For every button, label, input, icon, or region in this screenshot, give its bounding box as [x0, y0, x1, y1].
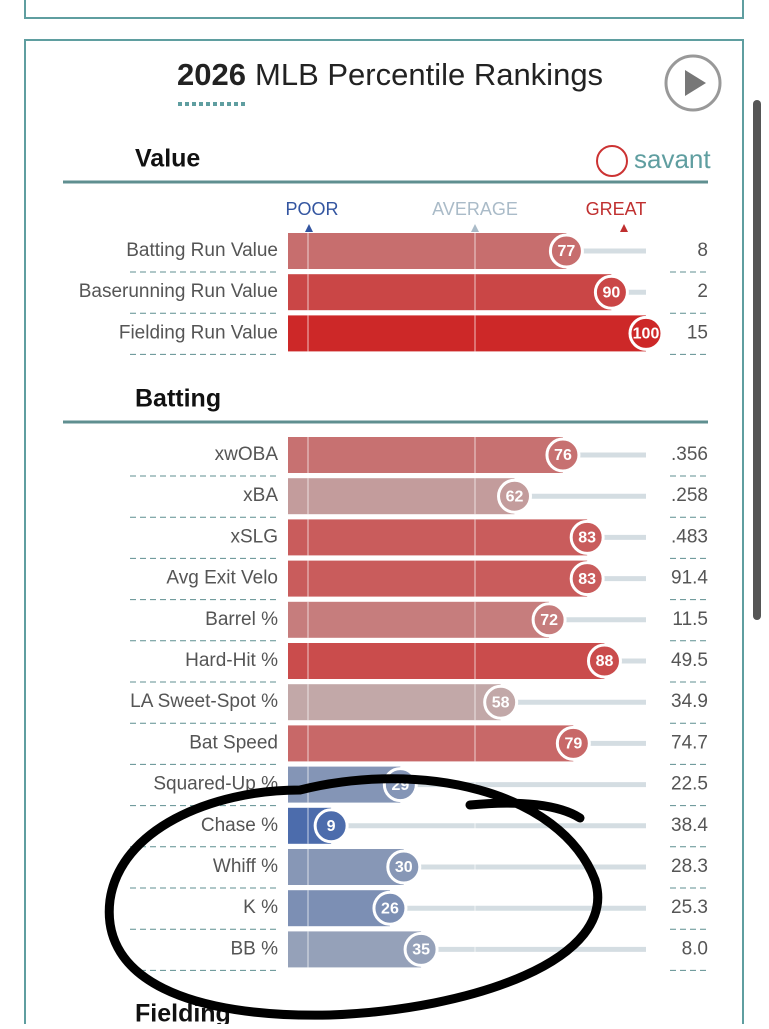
percentile-label: 58	[492, 694, 510, 711]
metric-label: Baserunning Run Value	[79, 281, 278, 302]
percentile-label: 72	[540, 612, 558, 629]
average-label: AVERAGE	[432, 199, 518, 219]
metric-label: BB %	[230, 938, 278, 959]
card	[24, 39, 744, 1029]
percentile-label: 26	[381, 900, 399, 917]
previous-card	[24, 0, 744, 19]
percentile-label: 100	[633, 326, 660, 343]
metric-label: Squared-Up %	[153, 774, 278, 795]
percentile-label: 30	[395, 859, 413, 876]
metric-value: 28.3	[671, 856, 708, 877]
metric-label: Fielding Run Value	[119, 322, 278, 343]
percentile-bar	[288, 315, 646, 352]
percentile-label: 83	[578, 571, 596, 588]
percentile-label: 62	[506, 488, 524, 505]
percentile-circle	[531, 602, 567, 638]
percentile-label: 9	[327, 818, 336, 835]
percentile-circle	[313, 808, 349, 844]
metric-label: Chase %	[201, 815, 278, 836]
title-text: MLB Percentile Rankings	[255, 57, 603, 92]
metric-label: xSLG	[230, 526, 278, 547]
percentile-circle	[628, 315, 664, 351]
percentile-circle	[545, 437, 581, 473]
percentile-bar	[288, 233, 567, 269]
percentile-label: 88	[596, 653, 614, 670]
metric-value: 15	[687, 322, 708, 343]
percentile-bar	[288, 931, 422, 968]
metric-label: xwOBA	[215, 444, 279, 465]
percentile-circle	[569, 561, 605, 597]
percentile-bar	[288, 643, 605, 679]
percentile-bar	[288, 725, 574, 762]
rows: Value Batting Run Value 8 77 Baserunning Run…	[63, 145, 708, 1028]
section-title: Value	[135, 145, 200, 173]
great-label: GREAT	[586, 199, 647, 219]
percentile-label: 77	[558, 243, 576, 260]
metric-value: 2	[697, 281, 708, 302]
metric-value: 25.3	[671, 897, 708, 918]
savant-ball	[596, 145, 628, 177]
percentile-bar	[288, 478, 515, 515]
metric-label: Avg Exit Velo	[166, 568, 278, 589]
metric-value: 8.0	[682, 938, 708, 959]
average-marker	[471, 224, 479, 232]
metric-label: K %	[243, 897, 278, 918]
percentile-circle	[403, 931, 439, 967]
title-year: 2026	[177, 57, 246, 92]
percentile-bar	[288, 601, 550, 638]
percentile-label: 76	[554, 447, 572, 464]
percentile-circle	[548, 233, 584, 269]
percentile-bar	[288, 519, 588, 556]
metric-label: Bat Speed	[189, 732, 278, 753]
metric-label: xBA	[243, 485, 278, 506]
metric-label: LA Sweet-Spot %	[130, 691, 278, 712]
poor-label: POOR	[285, 199, 338, 219]
scrollbar	[753, 100, 761, 620]
metric-value: .483	[671, 526, 708, 547]
great-marker	[620, 224, 628, 232]
metric-value: 8	[697, 240, 708, 261]
metric-value: 91.4	[671, 568, 708, 589]
metric-value: 11.5	[672, 609, 708, 630]
metric-label: Barrel %	[205, 609, 278, 630]
hand-drawn-circle	[104, 774, 602, 1020]
percentile-bar	[288, 437, 563, 473]
percentile-bar	[288, 274, 612, 311]
metric-value: 22.5	[671, 774, 708, 795]
savant-logo: savant	[634, 144, 711, 174]
percentile-circle	[483, 684, 519, 720]
metric-value: 49.5	[671, 650, 708, 671]
percentile-circle	[569, 519, 605, 555]
metric-value: .258	[671, 485, 708, 506]
section-title: Batting	[135, 385, 221, 413]
metric-label: Whiff %	[213, 856, 278, 877]
percentile-circle	[555, 725, 591, 761]
percentile-bar	[288, 684, 501, 721]
percentile-label: 83	[578, 530, 596, 547]
poor-marker	[305, 224, 313, 232]
percentile-bar	[288, 849, 404, 885]
metric-label: Hard-Hit %	[185, 650, 278, 671]
metric-value: 38.4	[671, 815, 708, 836]
percentile-label: 90	[603, 284, 621, 301]
percentile-bar	[288, 560, 588, 597]
play-button[interactable]	[664, 54, 722, 112]
metric-value: .356	[671, 444, 708, 465]
percentile-circle	[593, 274, 629, 310]
metric-value: 34.9	[671, 691, 708, 712]
percentile-label: 79	[564, 736, 582, 753]
percentile-circle	[372, 890, 408, 926]
percentile-circle	[586, 643, 622, 679]
metric-label: Batting Run Value	[126, 240, 278, 261]
play-icon[interactable]	[685, 70, 706, 96]
percentile-circle	[497, 478, 533, 514]
percentile-circle	[386, 849, 422, 885]
metric-value: 74.7	[671, 732, 708, 753]
percentile-label: 35	[412, 942, 430, 959]
